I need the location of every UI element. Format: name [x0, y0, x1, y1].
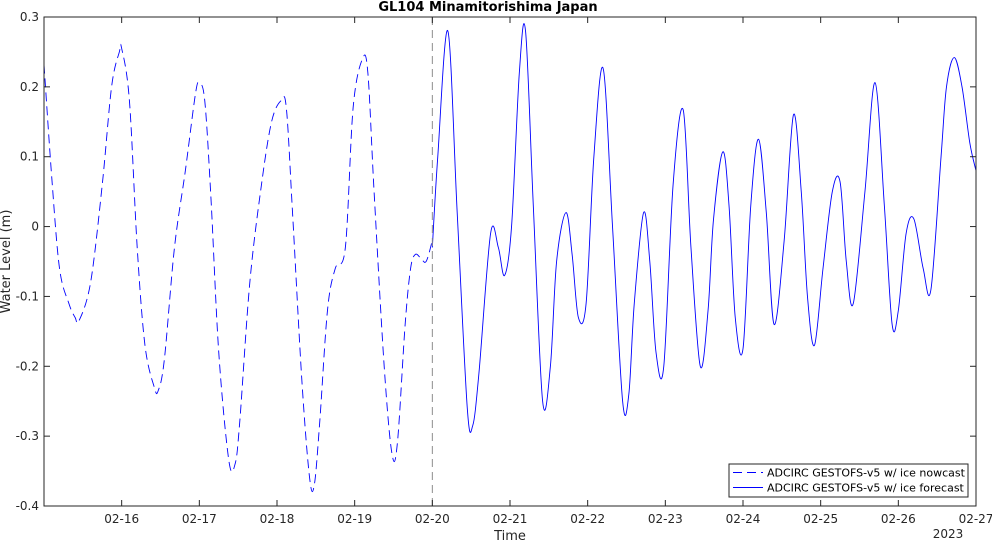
- x-tick-label: 02-18: [260, 512, 295, 526]
- x-tick-label: 02-16: [104, 512, 139, 526]
- y-tick-label: -0.4: [16, 499, 39, 513]
- x-tick-label: 02-26: [881, 512, 916, 526]
- x-tick-label: 02-23: [648, 512, 683, 526]
- x-tick-label: 02-20: [415, 512, 450, 526]
- x-axis-label: Time: [493, 529, 526, 541]
- y-tick-label: -0.2: [16, 359, 39, 373]
- series-layer: [43, 23, 977, 493]
- chart-title: GL104 Minamitorishima Japan: [378, 0, 597, 15]
- x-tick-label: 02-22: [570, 512, 605, 526]
- legend-box: [728, 463, 969, 498]
- series-line-nowcast: [43, 43, 433, 493]
- y-tick-label: 0.1: [20, 150, 39, 164]
- x-tick-label: 02-24: [726, 512, 761, 526]
- ticks-layer: 02-16 02-17 02-18 02-19 02-20 02-21 02-22 02-23…: [16, 10, 992, 526]
- legend-label-nowcast: ADCIRC GESTOFS-v5 w/ ice nowcast: [767, 467, 966, 480]
- legend: ADCIRC GESTOFS-v5 w/ ice nowcast ADCIRC …: [728, 463, 969, 498]
- y-axis-label: Water Level (m): [0, 210, 14, 314]
- x-year-label: 2023: [933, 527, 964, 541]
- x-tick-label: 02-21: [493, 512, 528, 526]
- x-tick-label: 02-19: [337, 512, 372, 526]
- legend-label-forecast: ADCIRC GESTOFS-v5 w/ ice forecast: [767, 482, 965, 495]
- x-tick-label: 02-27: [959, 512, 992, 526]
- series-line-forecast: [431, 23, 977, 433]
- y-tick-label: 0: [31, 220, 39, 234]
- y-tick-label: -0.1: [16, 289, 39, 303]
- x-tick-label: 02-25: [803, 512, 838, 526]
- y-tick-label: 0.3: [20, 10, 39, 24]
- x-tick-label: 02-17: [182, 512, 217, 526]
- plot-frame: [43, 16, 977, 507]
- y-tick-label: 0.2: [20, 80, 39, 94]
- plot-background: [44, 17, 976, 506]
- y-tick-label: -0.3: [16, 429, 39, 443]
